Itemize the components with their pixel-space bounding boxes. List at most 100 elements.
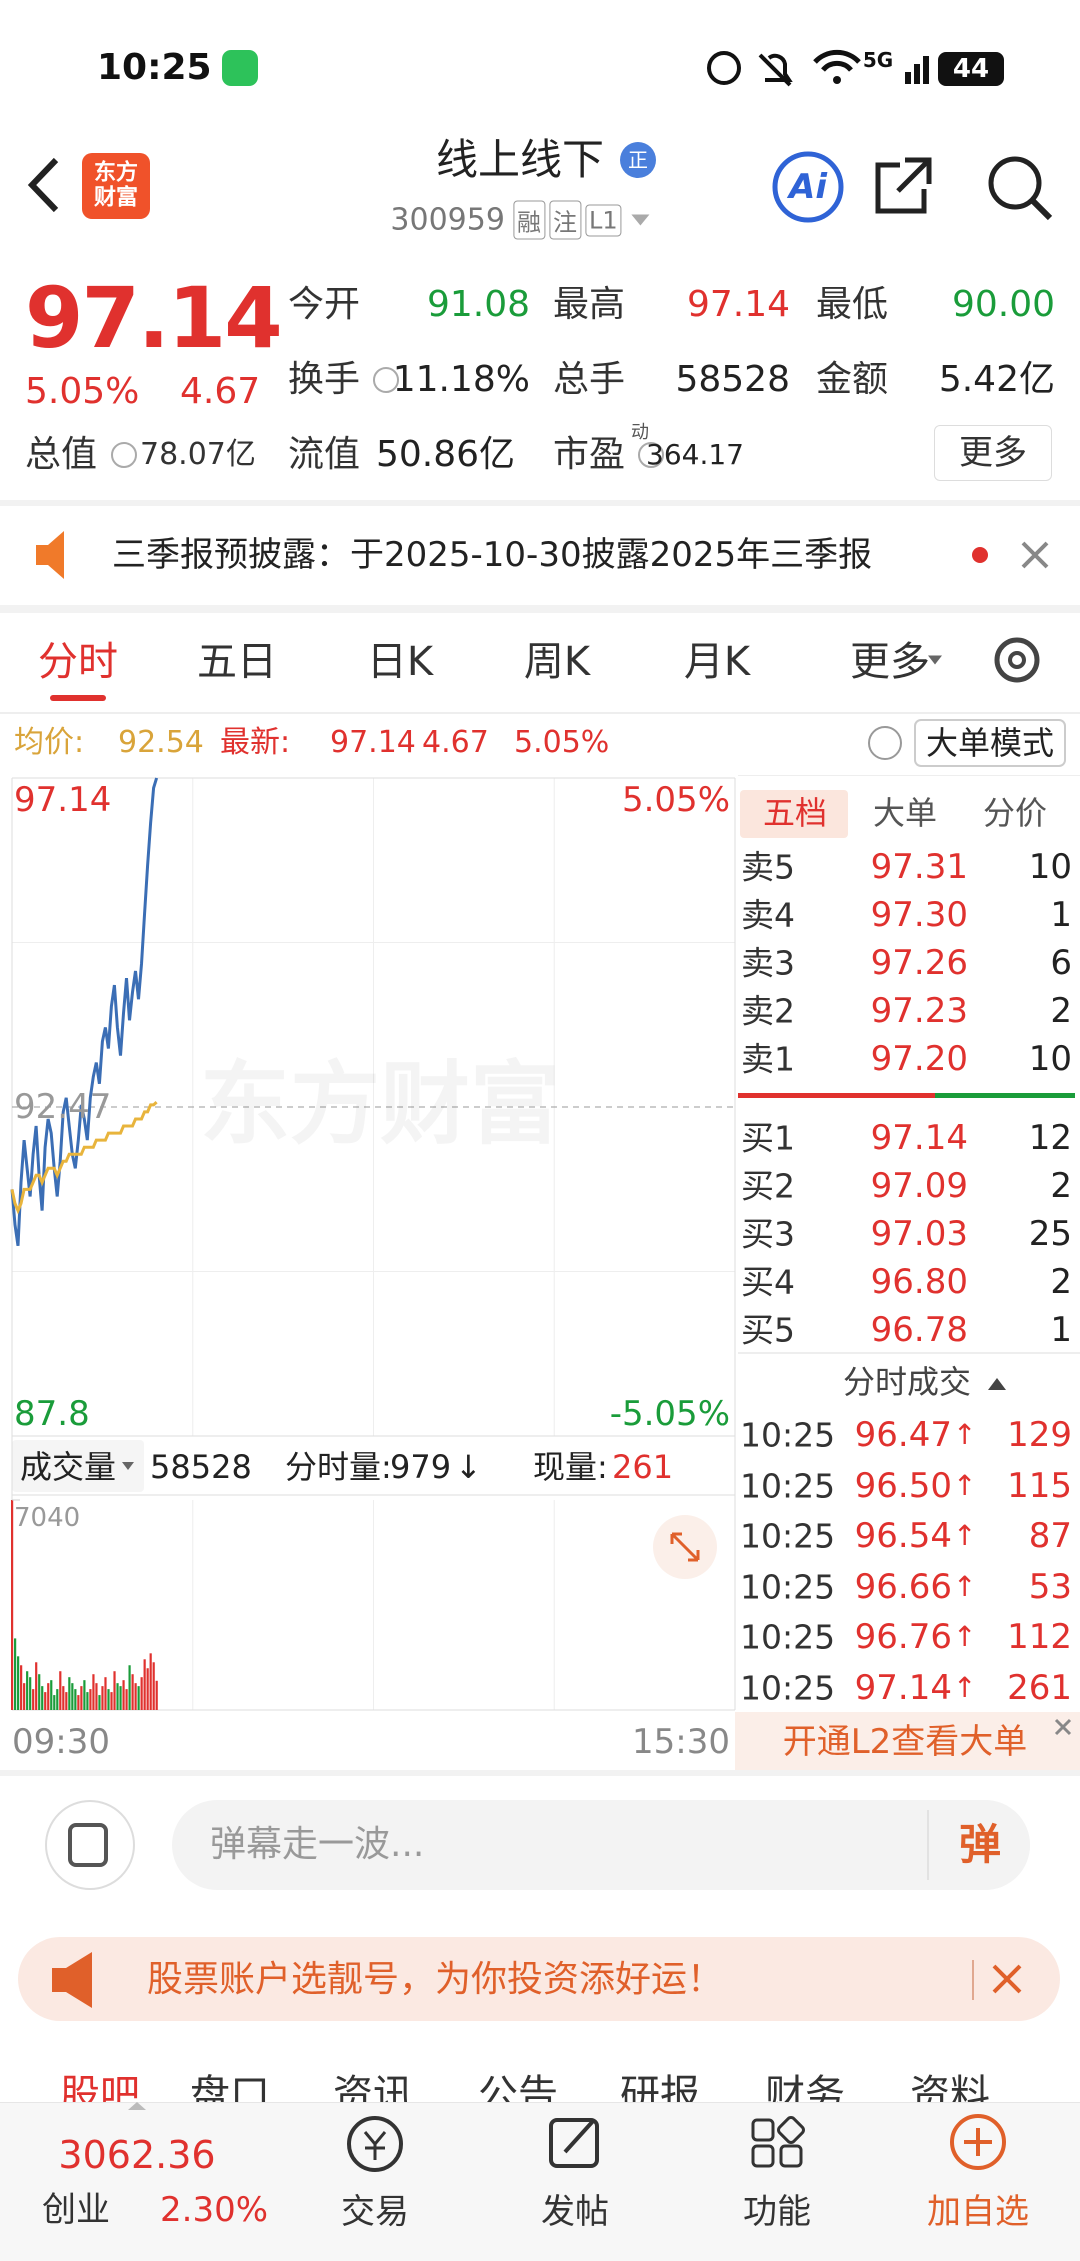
volume-bar [104,1677,107,1710]
trade-price: 96.47 [854,1415,952,1455]
more-button[interactable]: 更多 [934,425,1052,481]
nav-item[interactable]: 加自选 [927,2192,1029,2232]
volume-title[interactable]: 成交量 [20,1448,117,1486]
book-label: 买4 [741,1262,795,1302]
chart-tab[interactable]: 日K [366,639,434,685]
now-label: 现量: [533,1448,608,1486]
y-tick-label: 87.8 [14,1394,90,1434]
volume-bar [140,1677,143,1710]
battery: 44 [952,54,990,84]
volume-bar [80,1686,83,1710]
y-tick-label: 97.14 [14,780,112,820]
volume-bar [143,1659,146,1710]
change: 4.67 [180,371,261,412]
volume-bar [92,1674,95,1710]
trade-dir: ↑ [953,1519,977,1552]
stock-code: 300959 [390,202,505,238]
tag: 注 [548,200,581,240]
trade-time: 10:25 [740,1516,836,1556]
index-value[interactable]: 3062.36 [58,2133,216,2177]
info-icon [638,442,664,468]
banner-text[interactable]: 股票账户选靓号，为你投资添好运！ [147,1959,724,2000]
chart-tab[interactable]: 五日 [197,639,277,685]
mode-button[interactable]: 大单模式 [925,724,1055,762]
book-tab[interactable]: 大单 [872,794,938,832]
nav-item[interactable]: 交易 [341,2192,409,2232]
book-label: 买2 [741,1166,795,1206]
book-label: 卖4 [741,895,795,935]
volume-bar [95,1683,98,1710]
nav-item[interactable]: 发帖 [541,2192,609,2232]
nav-item[interactable]: 功能 [743,2192,811,2232]
volume-bar [77,1695,80,1710]
field-label: 流值 [288,434,361,475]
watermark: 东方财富 [200,1060,560,1150]
avg-value: 92.54 [118,725,204,760]
volume-bar [62,1686,65,1710]
trade-vol: 261 [1007,1667,1072,1708]
field-value: 364.17 [646,438,744,471]
trade-time: 10:25 [740,1567,836,1606]
index-pct: 2.30% [160,2190,269,2230]
nav-icons [128,2102,1006,2172]
book-label: 买1 [741,1118,795,1158]
volume-bar [122,1680,125,1710]
chart-tab[interactable]: 更多 [850,639,930,685]
badge: 正 [628,148,648,172]
trade-price: 96.76 [854,1617,952,1657]
code-row: 300959 融注 L1 [390,200,650,240]
volume-bar [47,1683,50,1710]
y2-tick-label: -5.05% [609,1394,730,1434]
volume-bar [101,1686,104,1710]
trade-price: 97.14 [854,1667,952,1708]
comment-input[interactable]: 弹幕走一波... [210,1824,425,1865]
volume-bar [59,1671,62,1710]
volume-bar [50,1680,53,1710]
trade-price: 96.54 [854,1516,952,1556]
now-value: 261 [612,1448,674,1486]
trade-vol: 87 [1028,1516,1072,1556]
volume-bar [29,1677,32,1710]
volume-bar [71,1683,74,1710]
book-tab[interactable]: 分价 [982,794,1048,832]
latest-value: 97.14 [330,725,416,760]
dropdown-arrow [631,214,650,226]
volume-bar [56,1689,59,1710]
book-vol: 12 [1028,1118,1072,1158]
latest-label: 最新: [220,725,291,760]
book-label: 卖2 [741,991,795,1031]
volume-bar [20,1665,23,1710]
trades-title[interactable]: 分时成交 [842,1363,972,1401]
trade-vol: 115 [1007,1465,1072,1506]
volume-tick-label: 7040 [14,1503,81,1533]
book-price: 97.20 [870,1039,968,1079]
book-tab[interactable]: 五档 [762,794,828,832]
tag: L1 [584,204,622,236]
volume-bar [116,1683,119,1710]
trade-dir: ↑ [953,1670,977,1704]
chart-tab[interactable]: 周K [523,639,591,685]
field-label: 市盈 [553,434,626,475]
book-price: 96.80 [870,1262,968,1302]
danmu-button[interactable]: 弹 [958,1820,1002,1869]
l2-link[interactable]: 开通L2查看大单 [782,1722,1028,1762]
volume-bar [41,1686,44,1710]
field-sup: 动 [631,422,649,443]
field-label: 总手 [553,359,626,400]
volume-bar [149,1653,152,1710]
book-vol: 25 [1028,1214,1072,1254]
book-label: 买5 [741,1310,795,1350]
book-vol: 2 [1050,991,1072,1031]
last-price: 97.14 [25,269,283,367]
chart-tab[interactable]: 分时 [38,639,118,685]
status-time: 10:25 [97,47,212,88]
volume-bar [44,1692,47,1710]
x-tick-label: 15:30 [632,1722,730,1762]
ai-button[interactable]: Ai [789,167,827,207]
volume-bar [38,1674,41,1710]
field-value: 5.42亿 [938,359,1055,400]
chart-tab[interactable]: 月K [683,639,751,685]
trade-dir: ↑ [953,1569,977,1603]
